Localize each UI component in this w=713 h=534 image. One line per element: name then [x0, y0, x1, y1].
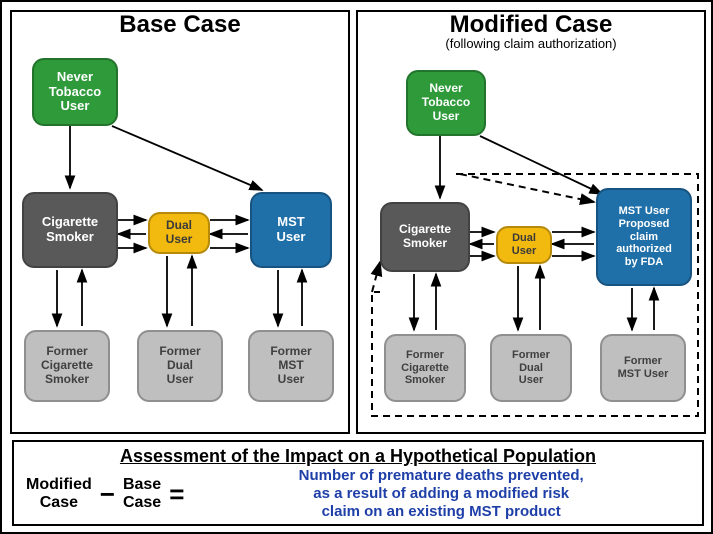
equals-operator: =	[169, 479, 184, 510]
mod-node-f_mst: FormerMST User	[600, 334, 686, 402]
base-node-f_mst: FormerMSTUser	[248, 330, 334, 402]
mod-node-never: NeverTobaccoUser	[406, 70, 486, 136]
modified-case-subtitle: (following claim authorization)	[358, 36, 704, 51]
mod-node-f_dual: FormerDualUser	[490, 334, 572, 402]
base-node-f_cig: FormerCigaretteSmoker	[24, 330, 110, 402]
base-node-mst: MSTUser	[250, 192, 332, 268]
equation-result: Number of premature deaths prevented,as …	[192, 467, 690, 521]
equation-term-modified: ModifiedCase	[26, 476, 92, 511]
minus-operator: −	[100, 479, 115, 510]
base-node-dual: DualUser	[148, 212, 210, 254]
base-node-never: NeverTobaccoUser	[32, 58, 118, 126]
mod-node-mst: MST UserProposedclaimauthorizedby FDA	[596, 188, 692, 286]
equation-term-base: BaseCase	[123, 476, 161, 511]
mod-node-f_cig: FormerCigaretteSmoker	[384, 334, 466, 402]
diagram-canvas: Base Case Modified Case (following claim…	[0, 0, 713, 534]
mod-node-dual: DualUser	[496, 226, 552, 264]
base-node-cig: CigaretteSmoker	[22, 192, 118, 268]
base-case-title: Base Case	[12, 12, 348, 38]
assessment-title: Assessment of the Impact on a Hypothetic…	[14, 446, 702, 467]
assessment-panel: Assessment of the Impact on a Hypothetic…	[12, 440, 704, 526]
mod-node-cig: CigaretteSmoker	[380, 202, 470, 272]
modified-case-title: Modified Case	[358, 12, 704, 38]
assessment-equation: ModifiedCase − BaseCase = Number of prem…	[14, 467, 702, 521]
base-node-f_dual: FormerDualUser	[137, 330, 223, 402]
